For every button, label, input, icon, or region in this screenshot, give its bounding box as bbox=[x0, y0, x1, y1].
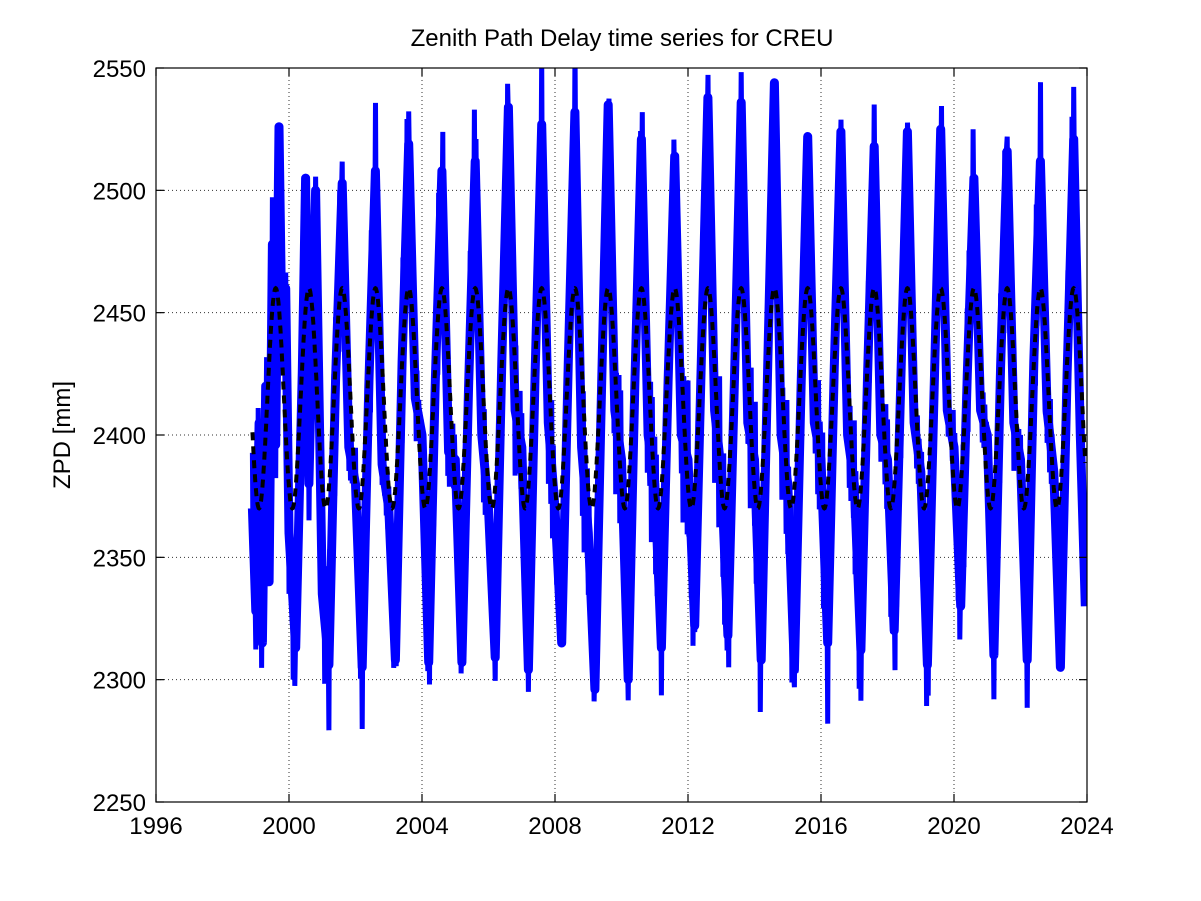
chart-title: Zenith Path Delay time series for CREU bbox=[411, 25, 834, 52]
x-tick-label: 2004 bbox=[395, 813, 448, 840]
y-tick-label: 2550 bbox=[93, 56, 146, 83]
y-axis-label: ZPD [mm] bbox=[49, 381, 76, 489]
x-tick-label: 2000 bbox=[262, 813, 315, 840]
x-tick-label: 2020 bbox=[927, 813, 980, 840]
y-tick-label: 2400 bbox=[93, 423, 146, 450]
x-tick-label: 2016 bbox=[794, 813, 847, 840]
zpd-model-series bbox=[250, 285, 1087, 511]
y-tick-label: 2450 bbox=[93, 301, 146, 328]
y-tick-label: 2300 bbox=[93, 668, 146, 695]
x-tick-label: 2024 bbox=[1060, 813, 1113, 840]
y-tick-label: 2250 bbox=[93, 790, 146, 817]
x-tick-label: 2008 bbox=[528, 813, 581, 840]
ticks: 1996 2000 2004 2008 2012 2016 2020 2024 2250 2300… bbox=[93, 56, 1114, 840]
plot-area bbox=[247, 68, 1087, 731]
x-tick-label: 1996 bbox=[129, 813, 182, 840]
y-tick-label: 2350 bbox=[93, 545, 146, 572]
x-tick-label: 2012 bbox=[661, 813, 714, 840]
y-tick-label: 2500 bbox=[93, 178, 146, 205]
